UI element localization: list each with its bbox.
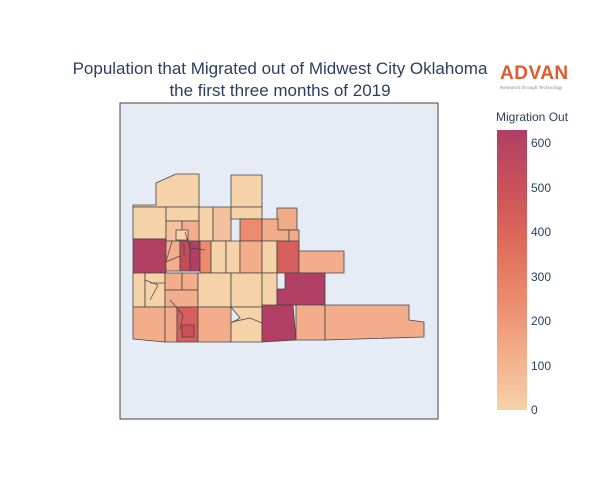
colorbar-scale: [497, 130, 527, 410]
logo-wordmark: ADVAN: [500, 63, 569, 84]
tract[interactable]: [261, 240, 278, 274]
title-line-2: the first three months of 2019: [169, 81, 391, 100]
colorbar-tick-label: 600: [531, 136, 552, 151]
tract[interactable]: [164, 289, 199, 308]
tract[interactable]: [132, 238, 167, 274]
colorbar-tick-label: 200: [531, 314, 552, 329]
tract[interactable]: [295, 304, 326, 341]
colorbar-title: Migration Out: [496, 110, 569, 124]
tract[interactable]: [197, 306, 232, 343]
tract[interactable]: [230, 306, 263, 343]
colorbar-tick-label: 300: [531, 269, 552, 284]
tract[interactable]: [324, 304, 425, 341]
tract[interactable]: [212, 206, 232, 242]
tract[interactable]: [132, 206, 167, 240]
tract[interactable]: [276, 207, 298, 231]
tract[interactable]: [230, 174, 263, 208]
road-lines: [144, 231, 263, 331]
colorbar-tick-label: 500: [531, 180, 552, 195]
tract-layer: [132, 173, 425, 343]
tract[interactable]: [181, 272, 199, 291]
tract[interactable]: [181, 324, 195, 338]
tract[interactable]: [239, 218, 263, 242]
tract[interactable]: [165, 240, 181, 272]
tract[interactable]: [230, 272, 263, 308]
tract[interactable]: [164, 272, 183, 291]
tract[interactable]: [198, 206, 214, 242]
colorbar-tick-label: 0: [531, 403, 538, 417]
colorbar: [497, 130, 527, 410]
tract[interactable]: [164, 306, 178, 343]
colorbar-tick-label: 100: [531, 358, 552, 373]
tract[interactable]: [230, 206, 263, 220]
title-line-1: Population that Migrated out of Midwest …: [72, 59, 488, 78]
tract[interactable]: [175, 229, 189, 241]
tract[interactable]: [276, 240, 300, 274]
logo-tagline: Research through Technology: [500, 85, 563, 90]
tract[interactable]: [261, 272, 278, 308]
colorbar-tick-label: 400: [531, 225, 552, 240]
tract[interactable]: [132, 272, 146, 308]
tract[interactable]: [132, 306, 166, 343]
tract[interactable]: [165, 206, 200, 222]
tract[interactable]: [179, 240, 191, 272]
tract[interactable]: [189, 240, 201, 272]
advan-logo: ADVAN Research through Technology: [500, 63, 595, 91]
tract[interactable]: [298, 250, 345, 274]
tract[interactable]: [261, 304, 297, 343]
map-title: Population that Migrated out of Midwest …: [20, 58, 540, 102]
tract[interactable]: [239, 240, 263, 274]
tract[interactable]: [210, 240, 227, 274]
tract[interactable]: [225, 240, 241, 274]
tract[interactable]: [199, 240, 212, 274]
tract[interactable]: [197, 272, 232, 308]
